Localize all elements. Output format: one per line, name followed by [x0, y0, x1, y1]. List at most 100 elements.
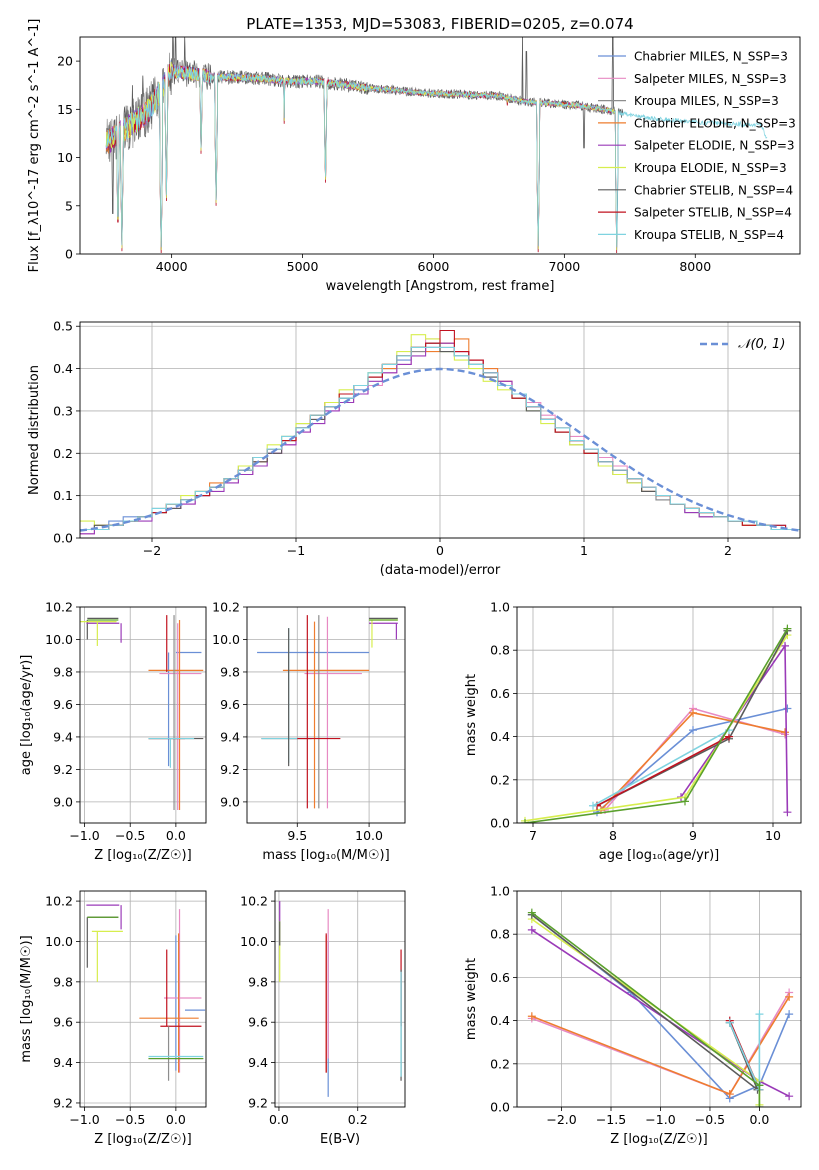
- weight-vs-Z-marker: [527, 1012, 536, 1021]
- weight-vs-age-series-0: [596, 707, 788, 813]
- weight-vs-Z-marker: [785, 1010, 794, 1019]
- spectrum-legend-label: Chabrier ELODIE, N_SSP=3: [634, 116, 796, 130]
- weight-vs-age-panel: 7 8 9 10 0.0 0.2 0.4 0.6 0.8 1.0 age [log₁₀(age/yr…: [464, 600, 802, 863]
- weight-vs-age-marker: [589, 801, 597, 810]
- age-vs-mass-plot-area: [257, 615, 398, 809]
- weight-vs-Z-marker: [785, 992, 794, 1001]
- weight-vs-age-marker: [783, 808, 792, 817]
- residuals-xtick-label: 2: [724, 543, 732, 558]
- residuals-xlabel: (data-model)/error: [380, 563, 501, 578]
- residuals-legend: 𝒩(0, 1): [700, 337, 785, 352]
- weight-vs-age-marker: [521, 819, 529, 823]
- age-vs-mass-ytick-label: 9.2: [220, 762, 240, 777]
- age-vs-mass-xtick-label: 10.0: [355, 828, 383, 843]
- weight-vs-age-xtick-label: 9: [689, 828, 697, 843]
- mass-vs-Z-ytick-label: 9.4: [53, 1055, 73, 1070]
- weight-vs-age-series-1: [604, 707, 786, 811]
- spectrum-ytick-label: 5: [65, 198, 73, 213]
- spectrum-ylabel: Flux [f_λ10^-17 erg cm^-2 s^-1 A^-1]: [27, 19, 42, 273]
- weight-vs-age-series-6: [596, 735, 730, 807]
- spectrum-ytick-label: 20: [57, 54, 73, 69]
- mass-vs-Z-ytick-label: 10.2: [45, 894, 73, 909]
- weight-vs-Z-marker: [527, 908, 536, 917]
- weight-vs-age-marker: [781, 641, 789, 650]
- weight-vs-Z-xtick-label: −1.5: [596, 1112, 626, 1127]
- spectrum-line-8: [105, 65, 768, 248]
- age-vs-Z-xtick-label: −1.0: [69, 828, 99, 843]
- age-vs-mass-xtick-label: 9.5: [287, 828, 307, 843]
- residuals-frame: [79, 321, 801, 539]
- mass-vs-Z-xlabel: Z [log₁₀(Z/Z☉)]: [94, 1132, 191, 1147]
- mass-vs-EBV-ytick-label: 9.8: [248, 974, 268, 989]
- age-vs-Z-xtick-label: −0.5: [115, 828, 145, 843]
- mass-vs-Z-ytick-label: 10.0: [45, 934, 73, 949]
- weight-vs-age-marker: [783, 704, 792, 713]
- mass-vs-Z-ytick-label: 9.2: [53, 1095, 73, 1110]
- weight-vs-age-ytick-label: 0.6: [490, 686, 510, 701]
- weight-vs-Z-panel: −2.0 −1.5 −1.0 −0.5 0.0 0.0 0.2 0.4 0.6 0.8 1.0 Z […: [464, 884, 802, 1147]
- weight-vs-age-ytick-label: 0.8: [490, 643, 510, 658]
- age-vs-mass-panel: 9.5 10.0 9.0 9.2 9.4 9.6 9.8 10.0 10.2 mass [log₁…: [212, 600, 406, 863]
- spectrum-legend: Chabrier MILES, N_SSP=3 Salpeter MILES, N…: [598, 50, 796, 242]
- weight-vs-Z-xtick-label: −1.0: [645, 1112, 675, 1127]
- weight-vs-age-xlabel: age [log₁₀(age/yr)]: [599, 848, 720, 863]
- residuals-xtick-label: −1: [287, 543, 305, 558]
- weight-vs-Z-ytick-label: 0.2: [490, 1056, 510, 1071]
- weight-vs-Z-plot-area: [527, 908, 794, 1107]
- weight-vs-Z-xlabel: Z [log₁₀(Z/Z☉)]: [610, 1132, 707, 1147]
- weight-vs-age-series-4: [524, 634, 789, 822]
- weight-vs-Z-series-4: [531, 918, 761, 1105]
- spectrum-legend-label: Kroupa MILES, N_SSP=3: [634, 94, 779, 108]
- spectrum-xtick-label: 4000: [156, 259, 188, 274]
- residuals-ytick-label: 0.4: [53, 361, 73, 376]
- age-vs-Z-xlabel: Z [log₁₀(Z/Z☉)]: [94, 848, 191, 863]
- spectrum-xtick-label: 8000: [679, 259, 711, 274]
- age-vs-Z-ytick-label: 9.8: [53, 664, 73, 679]
- spectrum-legend-label: Salpeter MILES, N_SSP=3: [634, 72, 787, 86]
- age-vs-mass-ytick-label: 9.8: [220, 664, 240, 679]
- age-vs-Z-ytick-label: 10.2: [45, 600, 73, 615]
- spectrum-xtick-label: 6000: [418, 259, 450, 274]
- weight-vs-age-ytick-label: 0.2: [490, 772, 510, 787]
- spectrum-xlabel: wavelength [Angstrom, rest frame]: [326, 279, 555, 294]
- mass-vs-Z-ytick-label: 9.6: [53, 1015, 73, 1030]
- weight-vs-age-ylabel: mass weight: [464, 674, 479, 756]
- spectrum-panel: 4000 5000 6000 7000 8000 0 5 10 15 20 wavelength […: [27, 15, 801, 294]
- weight-vs-Z-xtick-label: −2.0: [546, 1112, 576, 1127]
- mass-vs-EBV-ytick-label: 9.2: [248, 1095, 268, 1110]
- weight-vs-age-xtick-label: 8: [609, 828, 617, 843]
- mass-vs-Z-ytick-label: 9.8: [53, 974, 73, 989]
- residuals-ytick-label: 0.2: [53, 446, 73, 461]
- spectrum-ytick-label: 10: [57, 150, 73, 165]
- weight-vs-Z-marker: [755, 1081, 764, 1090]
- age-vs-mass-ytick-label: 9.6: [220, 697, 240, 712]
- age-vs-mass-ytick-label: 9.4: [220, 729, 240, 744]
- age-vs-Z-frame: [79, 606, 207, 824]
- age-vs-Z-plot-area: [80, 615, 204, 811]
- weight-vs-age-frame: [516, 606, 802, 824]
- residuals-plot-area: [80, 329, 800, 535]
- weight-vs-age-ytick-label: 0.0: [490, 816, 510, 831]
- mass-vs-Z-ylabel: mass [log₁₀(M/M☉)]: [19, 935, 34, 1062]
- residuals-normal-curve: [80, 367, 800, 532]
- spectrum-plot-area: [105, 37, 768, 254]
- mass-vs-EBV-xlabel: E(B-V): [320, 1132, 360, 1147]
- age-vs-Z-panel: −1.0 −0.5 0.0 9.0 9.2 9.4 9.6 9.8 10.0 10.2 Z [log…: [19, 600, 207, 863]
- spectrum-xtick-label: 7000: [548, 259, 580, 274]
- spectrum-ytick-label: 0: [65, 247, 73, 262]
- weight-vs-age-marker: [689, 708, 697, 717]
- spectrum-legend-label: Kroupa ELODIE, N_SSP=3: [634, 161, 787, 175]
- weight-vs-age-marker: [681, 797, 689, 806]
- residuals-panel: −2 −1 0 1 2 0.0 0.1 0.2 0.3 0.4 0.5 (data-model)/er…: [27, 319, 801, 578]
- spectrum-legend-label: Salpeter ELODIE, N_SSP=3: [634, 139, 795, 153]
- spectrum-legend-label: Salpeter STELIB, N_SSP=4: [634, 206, 792, 220]
- weight-vs-Z-ytick-label: 0.4: [490, 1013, 510, 1028]
- residuals-histogram-8: [80, 346, 800, 531]
- mass-vs-Z-xtick-label: −0.5: [115, 1112, 145, 1127]
- mass-vs-EBV-ytick-label: 10.2: [240, 894, 268, 909]
- spectrum-ytick-label: 15: [57, 102, 73, 117]
- age-vs-Z-ytick-label: 9.6: [53, 697, 73, 712]
- weight-vs-Z-marker: [755, 1010, 764, 1019]
- weight-vs-Z-xtick-label: −0.5: [695, 1112, 725, 1127]
